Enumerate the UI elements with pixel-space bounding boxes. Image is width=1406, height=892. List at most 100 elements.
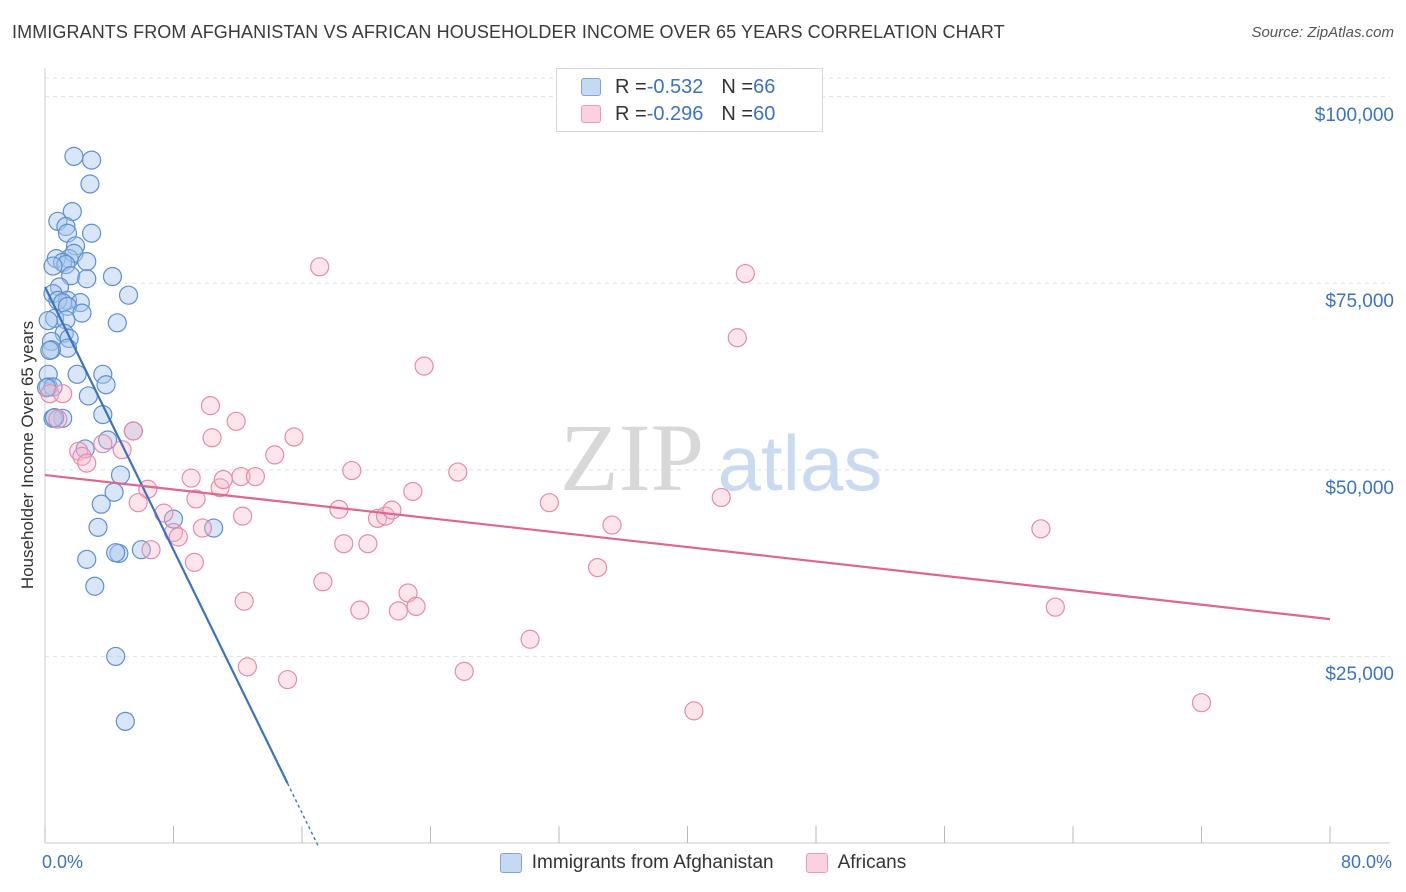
data-point (38, 310, 58, 331)
legend-row-africans: R = -0.296 N = 60 (581, 102, 775, 126)
data-point (93, 405, 113, 425)
data-point (265, 445, 285, 465)
data-point (406, 596, 426, 617)
data-point (231, 466, 251, 487)
data-point (115, 711, 135, 731)
data-point (118, 285, 139, 305)
data-point (106, 646, 126, 667)
watermark-zip: ZIP (560, 404, 704, 511)
data-point (72, 303, 92, 323)
data-point (520, 629, 540, 649)
trend-line-africans (44, 473, 1331, 621)
legend-label-afghanistan: Immigrants from Afghanistan (531, 852, 774, 873)
watermark-atlas: atlas (718, 419, 883, 507)
data-point (684, 701, 704, 721)
legend-r-value: -0.296 (646, 102, 704, 125)
data-point (202, 428, 222, 448)
gridlines (45, 77, 1390, 657)
legend-r-label: R = (615, 102, 647, 125)
legend-r-label: R = (615, 75, 647, 98)
legend-row-afghanistan: R = -0.532 N = 66 (581, 75, 775, 99)
data-point (77, 453, 97, 473)
correlation-legend: R = -0.532 N = 66 R = -0.296 N = 60 (556, 68, 823, 132)
axes (44, 68, 1390, 844)
data-point (350, 600, 370, 620)
data-point (342, 460, 362, 481)
data-point (80, 174, 100, 194)
data-point (77, 269, 97, 289)
data-point (56, 216, 76, 237)
data-point (454, 661, 474, 681)
data-point (77, 252, 97, 272)
data-point (334, 534, 354, 554)
series-legend: Immigrants from Afghanistan Africans (0, 852, 1406, 874)
legend-n-label: N = (721, 75, 754, 98)
legend-r-value: -0.532 (646, 75, 704, 98)
data-point (602, 515, 622, 535)
data-point (204, 518, 224, 538)
legend-n-value: 66 (753, 75, 776, 98)
data-point (310, 257, 330, 277)
x-tick-min: 0.0% (42, 852, 84, 872)
data-point (213, 469, 233, 490)
data-point (735, 263, 755, 284)
legend-item-africans[interactable]: Africans (805, 852, 906, 874)
chart-title: IMMIGRANTS FROM AFGHANISTAN VS AFRICAN H… (12, 22, 1005, 42)
data-point (77, 549, 97, 569)
data-point (711, 487, 731, 508)
data-point (168, 527, 188, 547)
data-point (727, 328, 747, 348)
x-tick-max: 80.0% (1340, 852, 1392, 872)
data-point (245, 466, 266, 487)
data-point (237, 657, 257, 677)
data-point (65, 236, 86, 256)
legend-n-value: 60 (753, 102, 776, 125)
data-point (141, 540, 161, 560)
chart-source: Source: ZipAtlas.com (1251, 24, 1394, 41)
data-point (45, 407, 65, 428)
data-point (186, 489, 206, 509)
legend-swatch-blue (581, 78, 601, 96)
trend-lines (44, 286, 1331, 847)
data-point (414, 356, 434, 376)
data-point (81, 150, 102, 170)
data-point (232, 506, 253, 526)
data-point (1191, 693, 1212, 713)
data-point (88, 517, 108, 537)
data-point (1045, 597, 1065, 617)
data-point (67, 364, 87, 384)
data-point (234, 591, 254, 611)
data-point (388, 601, 408, 621)
data-point (403, 481, 423, 502)
data-point (277, 669, 298, 690)
data-point (41, 340, 62, 360)
data-point (587, 557, 608, 578)
data-point (539, 493, 559, 513)
data-point (93, 364, 113, 384)
legend-swatch-blue (499, 853, 522, 873)
data-point (181, 468, 201, 488)
legend-item-afghanistan[interactable]: Immigrants from Afghanistan (499, 852, 774, 874)
data-point (1031, 519, 1051, 539)
data-point (382, 500, 402, 520)
data-point (313, 572, 333, 592)
data-point (184, 552, 204, 572)
data-point (48, 409, 68, 429)
data-point (448, 462, 468, 482)
data-point (358, 534, 378, 554)
data-point (131, 540, 151, 560)
data-point (284, 427, 304, 447)
data-point (106, 543, 126, 563)
trend-line-afghanistan (44, 286, 289, 784)
y-tick-label: $50,000 (1325, 477, 1394, 499)
data-point (53, 384, 73, 404)
data-point (123, 421, 143, 441)
data-point (128, 493, 148, 513)
data-point (40, 340, 60, 361)
data-point (64, 146, 84, 166)
legend-swatch-pink (805, 853, 828, 873)
y-tick-label: $100,000 (1314, 104, 1394, 126)
data-point (85, 576, 105, 596)
data-point (110, 465, 131, 485)
